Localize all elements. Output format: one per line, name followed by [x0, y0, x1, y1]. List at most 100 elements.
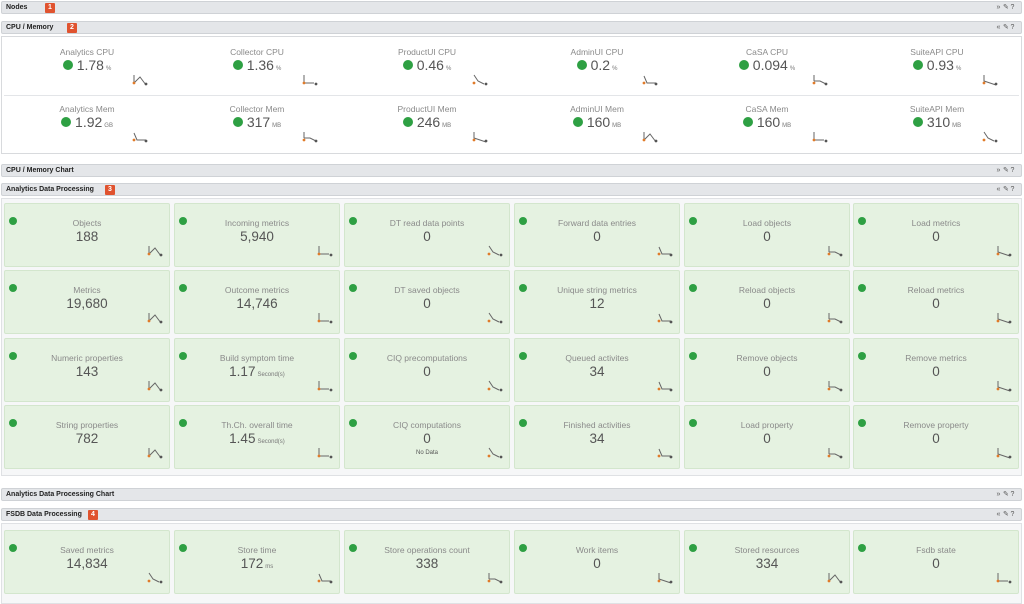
metric-tile[interactable]: Remove objects 0 [684, 338, 850, 402]
mem-stat[interactable]: Analytics Mem 1.92 GB [2, 104, 172, 160]
help-icon[interactable]: ? [1010, 186, 1017, 193]
metric-tile[interactable]: Reload metrics 0 [853, 270, 1019, 334]
cpu-stat[interactable]: ProductUI CPU 0.46% [342, 47, 512, 103]
collapse-icon[interactable]: « [996, 24, 1003, 31]
metric-tile[interactable]: Fsdb state 0 [853, 530, 1019, 594]
expand-icon[interactable]: » [996, 491, 1003, 498]
cpu-stat[interactable]: CaSA CPU 0.094% [682, 47, 852, 103]
metric-tile[interactable]: Metrics 19,680 [4, 270, 170, 334]
edit-icon[interactable]: ✎ [1003, 511, 1011, 518]
help-icon[interactable]: ? [1010, 4, 1017, 11]
expand-icon[interactable]: » [996, 4, 1003, 11]
tile-number: 0 [763, 431, 771, 446]
metric-tile[interactable]: Reload objects 0 [684, 270, 850, 334]
metric-tile[interactable]: DT read data points 0 [344, 203, 510, 267]
cpu-stat[interactable]: AdminUI CPU 0.2% [512, 47, 682, 103]
tile-label: Forward data entries [558, 218, 636, 228]
metric-tile[interactable]: Queued activites 34 [514, 338, 680, 402]
metric-tile[interactable]: Remove metrics 0 [853, 338, 1019, 402]
tile-label: Store operations count [384, 545, 470, 555]
metric-tile[interactable]: Store operations count 338 [344, 530, 510, 594]
tile-label: Metrics [73, 285, 101, 295]
cpu-stat[interactable]: SuiteAPI CPU 0.93% [852, 47, 1022, 103]
status-ok-icon [349, 419, 357, 427]
tile-label: Build symptom time [219, 353, 295, 363]
metric-tile[interactable]: Th.Ch. overall time 1.45 Second(s) [174, 405, 340, 469]
metric-tile[interactable]: Forward data entries 0 [514, 203, 680, 267]
metric-tile[interactable]: Store time 172 ms [174, 530, 340, 594]
metric-tile[interactable]: Work items 0 [514, 530, 680, 594]
tile-note: No Data [415, 450, 438, 456]
mem-stat[interactable]: Collector Mem 317 MB [172, 104, 342, 160]
metric-tile[interactable]: CIQ precomputations 0 [344, 338, 510, 402]
metric-tile[interactable]: Remove property 0 [853, 405, 1019, 469]
cpu-stat[interactable]: Analytics CPU 1.78% [2, 47, 172, 103]
tile-label: Store time [237, 545, 277, 555]
metric-tile[interactable]: Load property 0 [684, 405, 850, 469]
mem-stat[interactable]: CaSA Mem 160 MB [682, 104, 852, 160]
analytics-chart-header[interactable]: Analytics Data Processing Chart »✎? [1, 488, 1022, 501]
edit-icon[interactable]: ✎ [1003, 491, 1011, 498]
help-icon[interactable]: ? [1010, 491, 1017, 498]
metric-tile[interactable]: Unique string metrics 12 [514, 270, 680, 334]
metric-tile[interactable]: Load objects 0 [684, 203, 850, 267]
expand-icon[interactable]: » [996, 167, 1003, 174]
edit-icon[interactable]: ✎ [1003, 167, 1011, 174]
cpu-stat[interactable]: Collector CPU 1.36% [172, 47, 342, 103]
metric-tile[interactable]: CIQ computations 0 No Data [344, 405, 510, 469]
cpu-memory-header[interactable]: CPU / Memory 2 «✎? [1, 21, 1022, 34]
sparkline-icon [487, 312, 503, 324]
tile-label: Stored resources [734, 545, 800, 555]
tile-label: Queued activites [565, 353, 629, 363]
stat-value: 0.93% [852, 57, 1022, 73]
tile-value: 12 [515, 296, 679, 311]
analytics-title: Analytics Data Processing [6, 186, 94, 193]
nodes-header[interactable]: Nodes 1 »✎? [1, 1, 1022, 14]
status-ok-icon [689, 284, 697, 292]
cpu-memory-title: CPU / Memory [6, 24, 54, 31]
tile-value: 172 ms [175, 556, 339, 571]
metric-tile[interactable]: Saved metrics 14,834 [4, 530, 170, 594]
edit-icon[interactable]: ✎ [1003, 24, 1011, 31]
sparkline-icon [996, 448, 1012, 459]
stat-value: 160 MB [512, 114, 682, 130]
metric-tile[interactable]: String properties 782 [4, 405, 170, 469]
metric-tile[interactable]: Objects 188 [4, 203, 170, 267]
help-icon[interactable]: ? [1010, 24, 1017, 31]
help-icon[interactable]: ? [1010, 167, 1017, 174]
edit-icon[interactable]: ✎ [1003, 4, 1011, 11]
mem-stat[interactable]: AdminUI Mem 160 MB [512, 104, 682, 160]
tile-value: 0 [685, 364, 849, 379]
metric-tile[interactable]: Incoming metrics 5,940 [174, 203, 340, 267]
tile-number: 782 [75, 431, 99, 446]
metric-tile[interactable]: Outcome metrics 14,746 [174, 270, 340, 334]
tile-number: 14,834 [66, 556, 108, 571]
header-controls: «✎? [996, 509, 1017, 521]
status-ok-icon [738, 60, 749, 70]
metric-tile[interactable]: Finished activities 34 [514, 405, 680, 469]
tile-number: 0 [763, 296, 771, 311]
help-icon[interactable]: ? [1010, 511, 1017, 518]
metric-tile[interactable]: Numeric properties 143 [4, 338, 170, 402]
edit-icon[interactable]: ✎ [1003, 186, 1011, 193]
stat-label: Collector CPU [230, 47, 284, 57]
tile-label: Remove property [903, 420, 969, 430]
cpu-memory-chart-header[interactable]: CPU / Memory Chart »✎? [1, 164, 1022, 177]
fsdb-header[interactable]: FSDB Data Processing 4 «✎? [1, 508, 1022, 521]
metric-tile[interactable]: DT saved objects 0 [344, 270, 510, 334]
collapse-icon[interactable]: « [996, 511, 1003, 518]
mem-stat[interactable]: SuiteAPI Mem 310 MB [852, 104, 1022, 160]
stat-number: 1.78 [76, 57, 104, 73]
tile-label: Remove objects [736, 353, 798, 363]
metric-tile[interactable]: Load metrics 0 [853, 203, 1019, 267]
header-controls: »✎? [996, 489, 1017, 501]
tile-label: Work items [575, 545, 619, 555]
analytics-header[interactable]: Analytics Data Processing 3 «✎? [1, 183, 1022, 196]
metric-tile[interactable]: Stored resources 334 [684, 530, 850, 594]
mem-stat[interactable]: ProductUI Mem 246 MB [342, 104, 512, 160]
collapse-icon[interactable]: « [996, 186, 1003, 193]
stat-unit: GB [104, 123, 113, 129]
sparkline-icon [642, 75, 658, 86]
stat-value: 317 MB [172, 114, 342, 130]
metric-tile[interactable]: Build symptom time 1.17 Second(s) [174, 338, 340, 402]
